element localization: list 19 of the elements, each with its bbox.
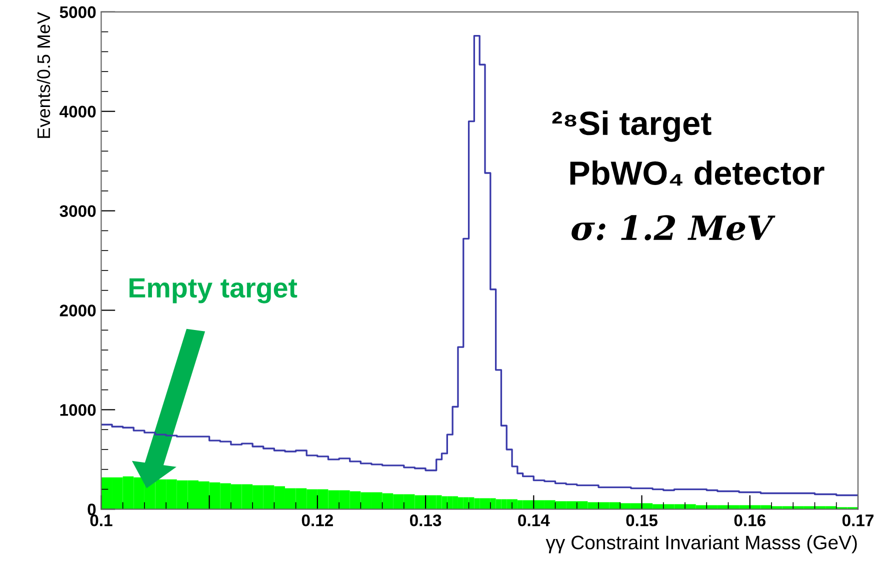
annotation: ²⁸Si target bbox=[552, 110, 712, 142]
y-tick-label: 4000 bbox=[60, 106, 96, 118]
annotation: PbWO₄ detector bbox=[570, 160, 824, 186]
y-tick-label: 1000 bbox=[60, 404, 96, 416]
annotation: Empty target bbox=[130, 278, 298, 304]
x-tick-label: 0.14 bbox=[518, 514, 550, 526]
x-tick-label: 0.17 bbox=[842, 514, 874, 526]
annotation: σ: 1.2 MeV bbox=[572, 215, 776, 240]
x-tick-label: 0.12 bbox=[302, 514, 333, 526]
y-tick-label: 5000 bbox=[60, 6, 96, 18]
x-tick-label: 0.15 bbox=[626, 514, 658, 526]
x-tick-label: 0.13 bbox=[410, 514, 442, 526]
y-tick-label: 0 bbox=[88, 504, 96, 516]
x-tick-label: 0.16 bbox=[734, 514, 766, 526]
y-tick-label: 2000 bbox=[60, 304, 96, 316]
y-axis-title: Events/0.5 MeV bbox=[36, 12, 50, 138]
x-tick-label: 0.1 bbox=[90, 514, 112, 526]
y-tick-label: 3000 bbox=[60, 205, 96, 218]
x-axis-title: γγ Constraint Invariant Masss (GeV) bbox=[546, 535, 857, 554]
